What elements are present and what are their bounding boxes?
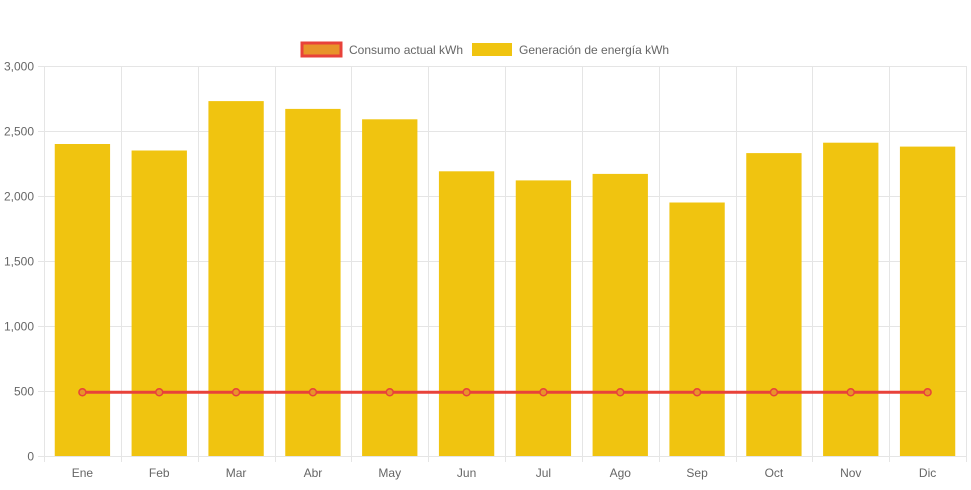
y-tick-label: 2,500 — [4, 125, 34, 139]
legend-item-generacion[interactable]: Generación de energía kWh — [472, 43, 669, 57]
bar — [131, 150, 187, 456]
bar — [515, 180, 572, 456]
y-tick-label: 0 — [27, 450, 34, 464]
x-tick-label: Sep — [686, 466, 708, 480]
x-tick-label: Dic — [919, 466, 936, 480]
line-point — [308, 388, 318, 397]
line-point — [155, 388, 164, 397]
bar — [592, 173, 648, 456]
legend: Consumo actual kWh Generación de energía… — [300, 41, 669, 58]
line-point — [692, 388, 702, 397]
y-tick-label: 1,000 — [4, 320, 34, 334]
line-point — [846, 388, 855, 397]
x-tick-label: Ago — [610, 466, 632, 480]
x-tick-label: Jul — [536, 466, 551, 480]
x-tick-label: Oct — [765, 466, 784, 480]
bar — [54, 144, 111, 456]
bar — [899, 146, 956, 456]
bar-series-generacion — [54, 101, 956, 457]
x-axis: Ene Feb Mar Abr May Jun Jul Ago Sep Oct Nov Dic — [72, 466, 937, 480]
line-series-consumo — [78, 388, 932, 397]
legend-item-consumo[interactable]: Consumo actual kWh — [300, 41, 463, 58]
x-tick-label: Ene — [72, 466, 94, 480]
y-tick-label: 500 — [14, 385, 34, 399]
bar — [669, 202, 725, 456]
legend-swatch-generacion — [472, 43, 512, 56]
line-point — [385, 388, 394, 397]
y-tick-label: 2,000 — [4, 190, 34, 204]
bar — [362, 119, 418, 457]
bar — [438, 171, 495, 457]
line-point — [923, 388, 932, 397]
bar — [285, 108, 341, 457]
x-tick-label: Nov — [840, 466, 861, 480]
x-tick-label: Mar — [226, 466, 247, 480]
line-point — [616, 388, 625, 397]
legend-swatch-consumo — [300, 41, 343, 58]
bar — [208, 101, 264, 456]
y-axis: 0 500 1,000 1,500 2,000 2,500 3,000 — [4, 60, 34, 464]
x-tick-label: Jun — [457, 466, 476, 480]
legend-label-generacion: Generación de energía kWh — [519, 43, 669, 57]
line-point — [78, 388, 87, 397]
y-tick-label: 3,000 — [4, 60, 34, 74]
x-tick-label: Abr — [304, 466, 323, 480]
line-point — [462, 388, 471, 397]
line-point — [769, 388, 779, 397]
grid — [38, 66, 967, 462]
bar — [746, 153, 802, 456]
legend-label-consumo: Consumo actual kWh — [349, 43, 463, 57]
line-point — [231, 388, 241, 397]
x-tick-label: Feb — [149, 466, 170, 480]
x-tick-label: May — [378, 466, 401, 480]
bar — [823, 142, 879, 456]
y-tick-label: 1,500 — [4, 255, 34, 269]
line-point — [539, 388, 548, 397]
